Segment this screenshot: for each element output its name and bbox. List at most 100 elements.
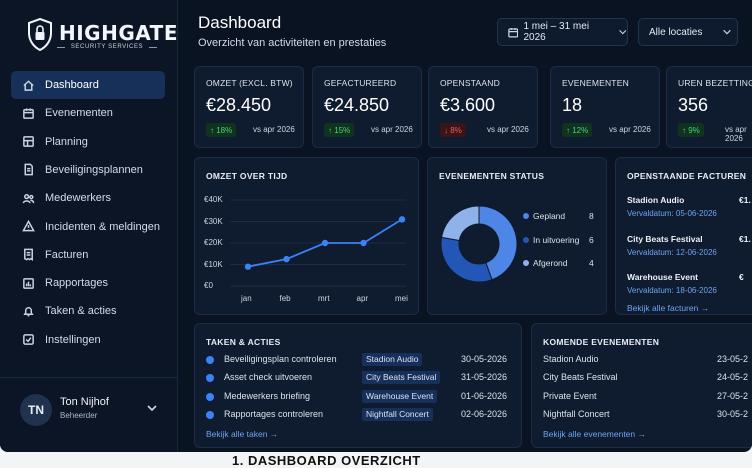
task-row[interactable]: Medewerkers briefing Warehouse Event 01-06… (206, 389, 516, 404)
donut-slice-in-uitvoering[interactable] (440, 236, 493, 283)
donut-slice-gepland[interactable] (478, 205, 518, 281)
event-date: 27-05-2 (717, 390, 749, 401)
invoice-item[interactable]: Stadion Audio Vervaldatum: 05-06-2026 €1. (627, 195, 752, 223)
sidebar-item-label: Medewerkers (45, 192, 112, 205)
task-date: 31-05-2026 (461, 372, 508, 383)
data-point[interactable] (244, 263, 252, 270)
kpi-compare: vs apr 2026 (609, 125, 651, 134)
kpi-delta-badge: ↑ 9% (678, 123, 704, 137)
kpi-card-evenementen[interactable]: EVENEMENTEN 18 ↑ 12% vs apr 2026 (550, 66, 660, 148)
brand-tagline: SECURITY SERVICES (57, 44, 157, 50)
legend-count: 8 (589, 211, 594, 221)
task-event-tag: Stadion Audio (362, 353, 423, 366)
chevron-down-icon[interactable] (146, 402, 158, 414)
sidebar-item-incidenten-meldingen[interactable]: Incidenten & meldingen (11, 213, 165, 241)
sidebar-item-label: Incidenten & meldingen (45, 220, 160, 233)
shield-lock-icon (28, 18, 52, 51)
event-name: City Beats Festival (543, 372, 618, 383)
legend-label: In uitvoering (533, 234, 580, 245)
invoice-amount: €1. (739, 233, 751, 244)
kpi-card-gefactureerd[interactable]: GEFACTUREERD €24.850 ↑ 15% vs apr 2026 (312, 66, 422, 148)
location-select[interactable]: Alle locaties (638, 18, 738, 46)
legend-item: Afgerond 4 (523, 258, 603, 270)
event-status-title: EVENEMENTEN STATUS (439, 171, 545, 181)
sidebar-item-rapportages[interactable]: Rapportages (11, 269, 165, 297)
view-all-tasks-link[interactable]: Bekijk alle taken → (206, 429, 279, 439)
kpi-label: GEFACTUREERD (324, 78, 397, 88)
kpi-delta-badge: ↑ 15% (324, 123, 355, 137)
kpi-label: UREN BEZETTING (678, 78, 752, 88)
task-date: 01-06-2026 (461, 390, 508, 401)
user-name: Ton Nijhof (60, 396, 109, 408)
x-tick-label: jan (241, 294, 252, 303)
chevron-down-icon (618, 30, 626, 35)
sidebar-item-dashboard[interactable]: Dashboard (11, 71, 165, 99)
y-tick-label: €30K (204, 216, 223, 226)
event-date: 24-05-2 (717, 372, 749, 383)
sidebar-item-instellingen[interactable]: Instellingen (11, 326, 165, 354)
kpi-label: EVENEMENTEN (562, 78, 629, 88)
data-point[interactable] (321, 239, 329, 247)
invoice-amount: €1. (739, 195, 751, 205)
view-all-events-link[interactable]: Bekijk alle evenementen → (543, 429, 647, 439)
app-window: HIGHGATE SECURITY SERVICES Dashboard Even… (0, 0, 752, 452)
task-row[interactable]: Rapportages controleren Nightfall Concert… (206, 407, 516, 422)
invoice-item[interactable]: City Beats Festival Vervaldatum: 12-06-20… (627, 234, 752, 262)
kpi-card-openstaand[interactable]: OPENSTAAND €3.600 ↓ 8% vs apr 2026 (428, 66, 538, 148)
sidebar-item-label: Rapportages (45, 277, 108, 290)
data-point[interactable] (398, 216, 406, 223)
view-all-invoices-link[interactable]: Bekijk alle facturen → (627, 303, 710, 313)
x-tick-label: feb (279, 294, 291, 303)
date-range-picker[interactable]: 1 mei – 31 mei 2026 (497, 18, 628, 46)
sidebar-item-label: Facturen (45, 248, 89, 261)
sidebar-item-planning[interactable]: Planning (11, 128, 165, 156)
alert-icon (21, 220, 35, 234)
data-point[interactable] (360, 239, 367, 247)
invoice-item[interactable]: Warehouse Event Vervaldatum: 18-06-2026 € (627, 272, 752, 300)
task-event-tag: Warehouse Event (362, 389, 438, 403)
avatar: TN (20, 394, 52, 426)
kpi-compare: vs apr 2026 (371, 125, 413, 134)
kpi-delta-badge: ↑ 18% (206, 123, 237, 137)
kpi-card-uren[interactable]: UREN BEZETTING 356 ↑ 9% vs apr 2026 (666, 66, 752, 148)
revenue-chart-title: OMZET OVER TIJD (206, 171, 288, 181)
event-date: 30-05-2 (717, 408, 749, 419)
legend-label: Afgerond (533, 258, 568, 268)
event-name: Private Event (543, 390, 597, 401)
task-row[interactable]: Beveiligingsplan controleren Stadion Audi… (206, 353, 516, 367)
data-point[interactable] (283, 255, 290, 263)
event-row[interactable]: Nightfall Concert 30-05-2 (543, 409, 748, 421)
report-icon (21, 276, 35, 290)
donut-slice-afgerond[interactable] (440, 205, 480, 242)
sidebar-item-facturen[interactable]: Facturen (11, 241, 165, 269)
sidebar-item-medewerkers[interactable]: Medewerkers (11, 184, 165, 212)
invoice-icon (21, 248, 35, 262)
sidebar-item-label: Evenementen (45, 107, 113, 120)
event-name: Stadion Audio (543, 354, 599, 364)
event-name: Nightfall Concert (543, 408, 610, 419)
page-subtitle: Overzicht van activiteiten en prestaties (198, 37, 387, 49)
sidebar-item-label: Dashboard (45, 79, 99, 91)
brand-logo[interactable]: HIGHGATE SECURITY SERVICES (27, 18, 177, 58)
task-row[interactable]: Asset check uitvoeren City Beats Festival… (206, 371, 516, 385)
task-event-tag: Nightfall Concert (362, 407, 433, 421)
page-caption: 1. DASHBOARD OVERZICHT (232, 453, 421, 468)
event-row[interactable]: City Beats Festival 24-05-2 (543, 372, 748, 384)
task-date: 30-05-2026 (461, 354, 508, 364)
kpi-compare: vs apr 2026 (253, 125, 295, 134)
invoice-name: Warehouse Event (627, 272, 699, 282)
kpi-card-omzet[interactable]: OMZET (EXCL. BTW) €28.450 ↑ 18% vs apr 2026 (194, 66, 304, 148)
task-title: Asset check uitvoeren (224, 372, 313, 383)
sidebar-item-taken-acties[interactable]: Taken & acties (11, 297, 165, 325)
home-icon (21, 78, 35, 92)
sidebar-item-evenementen[interactable]: Evenementen (11, 99, 165, 127)
event-row[interactable]: Stadion Audio 23-05-2 (543, 354, 748, 366)
legend-label: Gepland (533, 211, 566, 221)
legend-item: Gepland 8 (523, 211, 603, 223)
calendar-icon (21, 106, 35, 120)
chevron-down-icon (723, 29, 732, 35)
sidebar-item-label: Planning (45, 135, 88, 148)
user-profile[interactable]: TN Ton Nijhof Beheerder (0, 377, 178, 437)
sidebar-item-beveiligingsplannen[interactable]: Beveiligingsplannen (11, 156, 165, 184)
event-row[interactable]: Private Event 27-05-2 (543, 391, 748, 403)
